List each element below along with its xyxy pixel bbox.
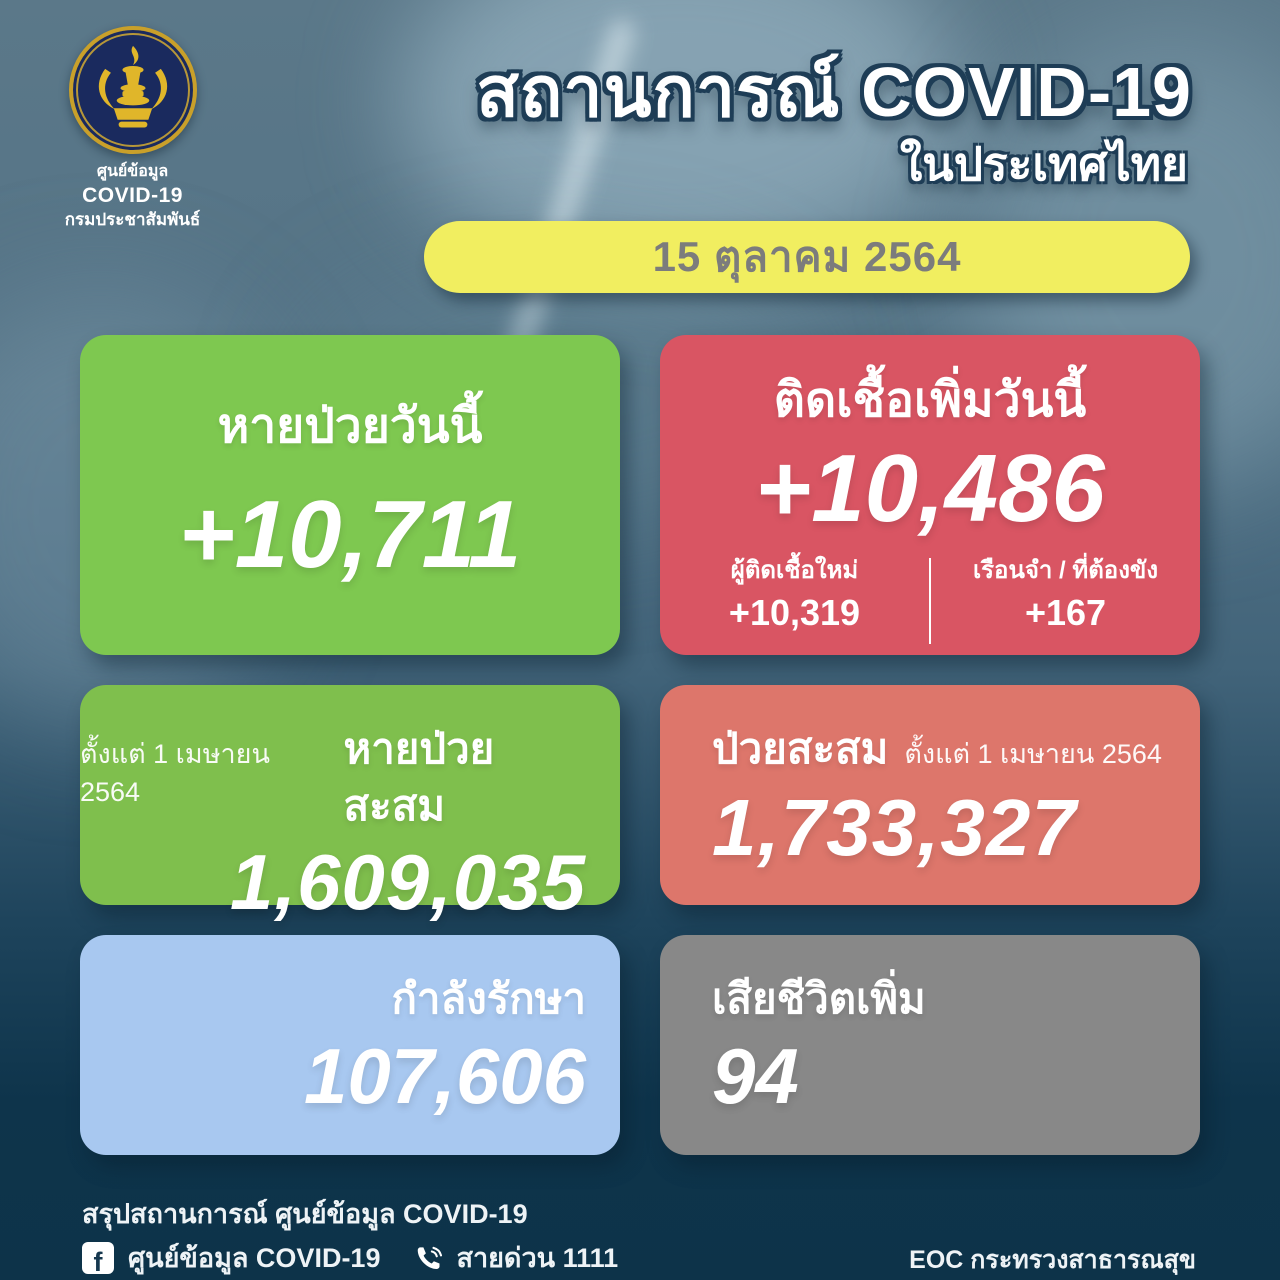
new-cases-community: ผู้ติดเชื้อใหม่ +10,319 bbox=[660, 554, 929, 636]
card-new-cases-today: ติดเชื้อเพิ่มวันนี้ +10,486 ผู้ติดเชื้อใ… bbox=[660, 335, 1200, 655]
date-badge: 15 ตุลาคม 2564 bbox=[424, 221, 1190, 293]
breakdown-divider bbox=[929, 558, 931, 645]
card-in-treatment: กำลังรักษา 107,606 bbox=[80, 935, 620, 1155]
cases-cumulative-label: ป่วยสะสม bbox=[712, 725, 889, 772]
government-emblem-icon bbox=[68, 26, 197, 154]
cases-cumulative-since: ตั้งแต่ 1 เมษายน 2564 bbox=[904, 739, 1162, 769]
page-subtitle: ในประเทศไทย bbox=[899, 138, 1188, 190]
recovered-cumulative-label: หายป่วยสะสม bbox=[343, 725, 495, 829]
footer-contacts: f ศูนย์ข้อมูล COVID-19 สายด่วน 1111 bbox=[82, 1240, 618, 1276]
recovered-cumulative-header: ตั้งแต่ 1 เมษายน 2564 หายป่วยสะสม bbox=[80, 721, 586, 834]
prison-cases-value: +167 bbox=[1024, 591, 1107, 633]
new-cases-label: ติดเชื้อเพิ่มวันนี้ bbox=[773, 374, 1087, 427]
new-cases-prison: เรือนจำ / ที่ต้องขัง +167 bbox=[931, 554, 1200, 636]
facebook-icon: f bbox=[82, 1242, 114, 1275]
community-cases-value: +10,319 bbox=[728, 591, 861, 633]
new-cases-breakdown: ผู้ติดเชื้อใหม่ +10,319 เรือนจำ / ที่ต้อ… bbox=[660, 554, 1200, 645]
prison-cases-label: เรือนจำ / ที่ต้องขัง bbox=[972, 557, 1159, 585]
recovered-cumulative-value: 1,609,035 bbox=[229, 838, 586, 927]
in-treatment-label: กำลังรักษา bbox=[391, 975, 586, 1022]
header: สถานการณ์ COVID-19 ในประเทศไทย bbox=[476, 50, 1192, 194]
cases-cumulative-value: 1,733,327 bbox=[712, 782, 1077, 872]
recovered-cumulative-since: ตั้งแต่ 1 เมษายน 2564 bbox=[80, 739, 270, 807]
hotline-label: สายด่วน 1111 bbox=[456, 1243, 619, 1273]
card-new-deaths: เสียชีวิตเพิ่ม 94 bbox=[660, 935, 1200, 1155]
phone-icon bbox=[418, 1247, 443, 1270]
new-deaths-label: เสียชีวิตเพิ่ม bbox=[712, 975, 926, 1022]
logo-text-line3: กรมประชาสัมพันธ์ bbox=[64, 210, 201, 230]
recovered-today-label: หายป่วยวันนี้ bbox=[217, 400, 483, 454]
card-recovered-cumulative: ตั้งแต่ 1 เมษายน 2564 หายป่วยสะสม 1,609,… bbox=[80, 685, 620, 926]
new-deaths-value: 94 bbox=[712, 1031, 799, 1120]
community-cases-label: ผู้ติดเชื้อใหม่ bbox=[730, 557, 859, 585]
logo-text-line2: COVID-19 bbox=[82, 183, 183, 207]
stats-grid: หายป่วยวันนี้ +10,711 ติดเชื้อเพิ่มวันนี… bbox=[80, 335, 1200, 1155]
agency-logo: ศูนย์ข้อมูล COVID-19 กรมประชาสัมพันธ์ bbox=[40, 26, 225, 232]
in-treatment-value: 107,606 bbox=[304, 1031, 586, 1120]
card-cases-cumulative: ป่วยสะสม ตั้งแต่ 1 เมษายน 2564 1,733,327 bbox=[660, 685, 1200, 905]
page-title: สถานการณ์ COVID-19 bbox=[476, 53, 1192, 131]
new-cases-value: +10,486 bbox=[755, 434, 1105, 542]
cases-cumulative-header: ป่วยสะสม ตั้งแต่ 1 เมษายน 2564 bbox=[712, 721, 1162, 778]
recovered-today-value: +10,711 bbox=[178, 481, 522, 589]
footer-summary: สรุปสถานการณ์ ศูนย์ข้อมูล COVID-19 bbox=[82, 1199, 528, 1229]
card-recovered-today: หายป่วยวันนี้ +10,711 bbox=[80, 335, 620, 655]
logo-text-line1: ศูนย์ข้อมูล bbox=[96, 163, 169, 180]
date-text: 15 ตุลาคม 2564 bbox=[652, 233, 962, 280]
facebook-page-label: ศูนย์ข้อมูล COVID-19 bbox=[128, 1243, 381, 1273]
footer-eoc-label: EOC กระทรวงสาธารณสุข bbox=[909, 1246, 1196, 1274]
